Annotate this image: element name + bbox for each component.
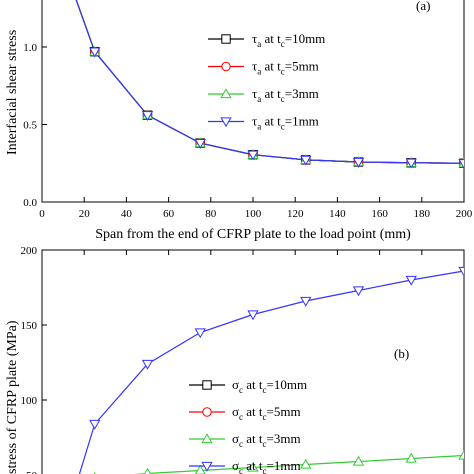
panel-a-legend-label: τa at tc=1mm	[252, 114, 319, 132]
panel-a-data-point	[352, 157, 365, 168]
panel-a-data-point	[194, 139, 206, 149]
panel-a-legend-marker	[220, 117, 232, 128]
panel-a-xtick-label: 40	[121, 208, 133, 220]
panel-b-ytick-label: 50	[26, 470, 38, 474]
panel-b-data-point	[352, 455, 365, 466]
panel-b-series-line	[134, 454, 464, 474]
panel-a-xtick-label: 180	[414, 208, 431, 220]
panel-b-ytick-label: 200	[21, 245, 38, 257]
panel-b-data-point	[194, 464, 206, 474]
panel-a-series-line	[75, 0, 464, 164]
panel-b-legend: σc at tc=10mm σc at tc=5mm σc at tc=3mm σc …	[189, 377, 307, 474]
panel-a-legend: τa at tc=10mm τa at tc=5mm τa at tc=3mm τa …	[208, 31, 325, 132]
panel-b-legend-marker	[202, 407, 212, 417]
panel-a-ytick-label: 0.5	[23, 120, 37, 132]
panel-a-ytick-label: 1.0	[23, 42, 37, 54]
panel-b-data-point	[405, 452, 417, 463]
panel-a-data-point	[405, 158, 417, 169]
panel-a-xlabel: Span from the end of CFRP plate to the l…	[95, 227, 411, 242]
panel-a-label: (a)	[416, 0, 430, 13]
panel-b: (b) stress of CFRP plate (MPa) 200 150 100…	[5, 245, 465, 474]
panel-b-legend-label: σc at tc=3mm	[232, 431, 301, 449]
panel-a-series-line	[75, 0, 464, 164]
panel-b-ytick-label: 100	[21, 395, 38, 407]
panel-a-data-point	[458, 159, 464, 170]
panel-a: (a) Interfacial shear stress Span from t…	[5, 0, 473, 242]
panel-a-data-point	[89, 47, 101, 58]
panel-b-data-point	[300, 458, 312, 469]
panel-a-xtick-label: 160	[371, 208, 388, 220]
panel-a-xtick-label: 100	[245, 208, 262, 220]
panel-a-ylabel: Interfacial shear stress	[5, 30, 20, 155]
panel-b-ytick-label: 150	[21, 320, 38, 332]
panel-b-data-point	[352, 286, 365, 297]
panel-b-data-point	[247, 310, 259, 321]
panel-a-xtick-label: 200	[456, 208, 473, 220]
panel-a-xtick-label: 60	[163, 208, 175, 220]
panel-b-data-point	[458, 266, 464, 277]
panel-b-data-point	[194, 328, 206, 339]
panel-a-legend-label: τa at tc=5mm	[252, 59, 319, 77]
panel-a-xtick-label: 140	[329, 208, 346, 220]
panel-a-series-line	[75, 0, 464, 164]
panel-b-data-point	[89, 419, 101, 430]
panel-a-data-point	[247, 150, 259, 161]
panel-a-legend-marker	[221, 34, 231, 44]
panel-a-series-line	[75, 0, 464, 164]
panel-b-data-point	[300, 296, 312, 307]
panel-a-xtick-label: 120	[287, 208, 304, 220]
panel-b-legend-marker	[201, 433, 213, 444]
panel-b-label: (b)	[394, 346, 409, 361]
panel-a-xtick-label: 20	[79, 208, 91, 220]
panel-b-ylabel: stress of CFRP plate (MPa)	[5, 320, 20, 474]
panel-a-xtick-label: 80	[205, 208, 217, 220]
panel-b-data-point	[141, 359, 154, 370]
panel-b-data-point	[405, 275, 417, 286]
panel-b-legend-marker	[201, 461, 213, 472]
panel-b-data-point	[458, 449, 464, 460]
panel-a-legend-marker	[220, 88, 232, 99]
panel-b-data-point	[143, 467, 152, 474]
panel-b-data-point	[247, 461, 259, 472]
panel-a-legend-label: τa at tc=10mm	[252, 31, 325, 49]
panel-a-data-point	[300, 155, 312, 166]
panel-a-series	[75, 0, 464, 170]
panel-b-ticks: 200 150 100 50	[21, 245, 465, 474]
panel-a-ytick-label: 0.0	[23, 197, 37, 209]
panel-a-ticks: 0 20 40 60 80 100 120 140 160 180 200 0.0 0.5 1.0	[23, 42, 473, 220]
panel-b-legend-marker	[202, 380, 212, 390]
panel-a-legend-label: τa at tc=3mm	[252, 86, 319, 104]
panel-b-legend-label: σc at tc=1mm	[232, 458, 301, 474]
panel-b-series	[78, 266, 464, 474]
panel-a-xtick-label: 0	[39, 208, 45, 220]
panel-b-legend-label: σc at tc=10mm	[232, 377, 307, 395]
panel-a-legend-marker	[221, 61, 231, 72]
panel-b-legend-label: σc at tc=5mm	[232, 404, 301, 422]
panel-a-data-point	[141, 111, 154, 122]
